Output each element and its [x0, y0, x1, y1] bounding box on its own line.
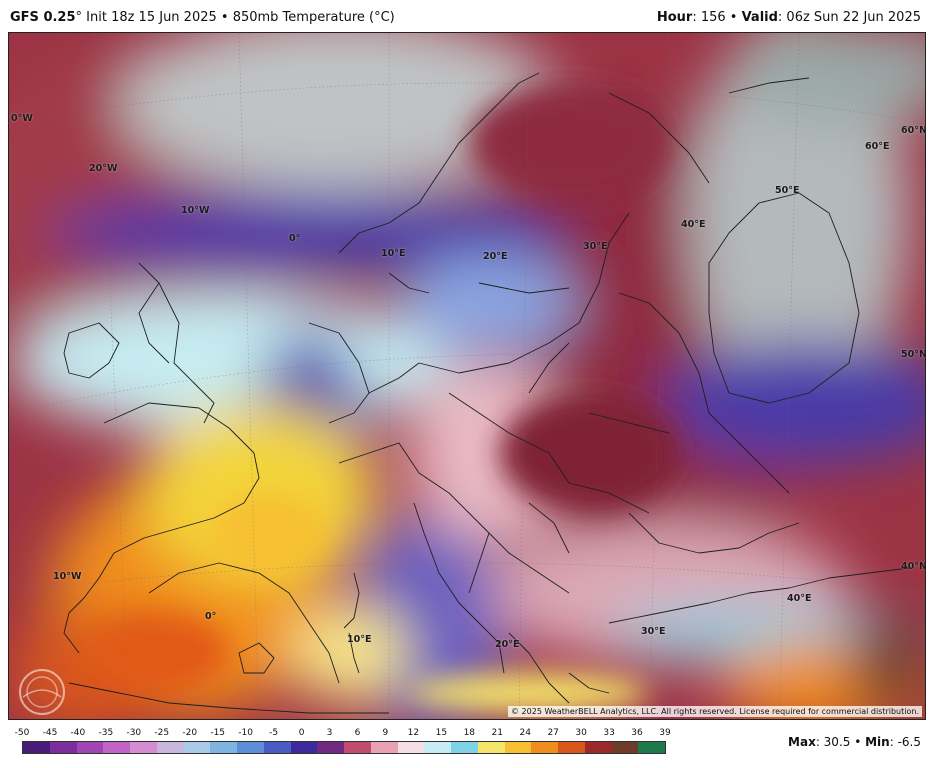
colorbar-tick-label: 12 — [407, 728, 420, 738]
colorbar-tick-label: 6 — [354, 728, 361, 738]
colorbar-ticks: -50 -45 -40 -35 -30 -25 -20 -15 -10 -5 0 3 6 9 12 15 18 2… — [15, 728, 671, 740]
colorbar-segment — [103, 742, 130, 753]
colorbar-segment — [76, 742, 104, 753]
colorbar-segment — [23, 742, 50, 753]
colorbar-tick-label: -30 — [126, 728, 142, 738]
colorbar-tick-label: 33 — [603, 728, 615, 738]
max-value: : 30.5 • — [815, 735, 866, 749]
weatherbell-logo-icon — [19, 669, 65, 715]
colorbar-segment — [424, 742, 451, 753]
gridline-label: 60°E — [865, 141, 890, 152]
max-min-stats: Max: 30.5 • Min: -6.5 — [788, 735, 921, 749]
colorbar-tick-label: -25 — [154, 728, 170, 738]
colorbar-segment — [611, 742, 639, 753]
gridline-label: 20°W — [89, 163, 118, 174]
gridline-label: 60°N — [901, 125, 926, 136]
map-graphic — [9, 33, 925, 719]
gridline-label: 10°W — [53, 571, 82, 582]
valid-value: : 06z Sun 22 Jun 2025 — [777, 10, 921, 25]
colorbar-scale — [22, 741, 666, 754]
colorbar-segment — [130, 742, 157, 753]
gridline-label: 30°E — [583, 241, 608, 252]
colorbar-segment — [317, 742, 344, 753]
colorbar-tick-label: 27 — [547, 728, 559, 738]
min-label: Min — [865, 735, 890, 749]
copyright-notice: © 2025 WeatherBELL Analytics, LLC. All r… — [508, 706, 922, 717]
gridline-label: 10°E — [381, 248, 406, 259]
colorbar-tick-label: -50 — [14, 728, 30, 738]
colorbar-segment — [638, 742, 665, 753]
colorbar-segment — [531, 742, 558, 753]
colorbar-tick-label: -5 — [269, 728, 279, 738]
colorbar-segment — [504, 742, 532, 753]
colorbar-tick-label: -35 — [98, 728, 114, 738]
colorbar-segment — [183, 742, 211, 753]
min-value: : -6.5 — [889, 735, 921, 749]
hour-label: Hour — [656, 10, 693, 25]
colorbar-segment — [263, 742, 291, 753]
colorbar-tick-label: 21 — [491, 728, 503, 738]
valid-label: Valid — [741, 10, 778, 25]
temperature-colorbar: -50 -45 -40 -35 -30 -25 -20 -15 -10 -5 0 3 6 9 12 15 18 2… — [15, 728, 671, 758]
colorbar-segment — [477, 742, 505, 753]
gridline-label: 50°N — [901, 349, 926, 360]
colorbar-tick-label: 18 — [463, 728, 476, 738]
colorbar-segment — [344, 742, 371, 753]
gridline-label: 0° — [205, 611, 217, 622]
gridline-label: 20°E — [483, 251, 508, 262]
init-and-field: Init 18z 15 Jun 2025 • 850mb Temperature… — [82, 10, 395, 25]
colorbar-tick-label: -15 — [210, 728, 226, 738]
colorbar-tick-label: 0 — [298, 728, 305, 738]
colorbar-segment — [237, 742, 264, 753]
temperature-map[interactable]: 0°W 20°W 10°W 0° 10°E 20°E 30°E 40°E 50°… — [8, 32, 926, 720]
colorbar-segment — [584, 742, 612, 753]
valid-time: Hour: 156 • Valid: 06z Sun 22 Jun 2025 — [657, 10, 921, 25]
max-label: Max — [788, 735, 816, 749]
gridline-label: 10°E — [347, 634, 372, 645]
gridline-label: 0° — [289, 233, 301, 244]
gridline-label: 30°E — [641, 626, 666, 637]
colorbar-tick-label: 9 — [382, 728, 389, 738]
gridline-label: 50°E — [775, 185, 800, 196]
gridline-label: 10°W — [181, 205, 210, 216]
colorbar-tick-label: 24 — [519, 728, 531, 738]
header: GFS 0.25° Init 18z 15 Jun 2025 • 850mb T… — [0, 0, 935, 32]
gridline-label: 40°E — [787, 593, 812, 604]
colorbar-segment — [451, 742, 478, 753]
colorbar-tick-label: 39 — [659, 728, 671, 738]
colorbar-tick-label: 30 — [575, 728, 587, 738]
colorbar-segment — [49, 742, 77, 753]
hour-value: : 156 • — [692, 10, 742, 25]
gridline-label: 0°W — [11, 113, 33, 124]
colorbar-segment — [156, 742, 184, 753]
colorbar-tick-label: -10 — [238, 728, 253, 738]
colorbar-tick-label: 36 — [631, 728, 643, 738]
colorbar-segment — [210, 742, 237, 753]
degree-sign: ° — [75, 10, 83, 25]
gridline-label: 40°N — [901, 561, 926, 572]
gridline-label: 20°E — [495, 639, 520, 650]
colorbar-tick-label: -20 — [182, 728, 198, 738]
colorbar-segment — [370, 742, 398, 753]
model-name: GFS 0.25 — [10, 10, 76, 25]
colorbar-tick-label: 3 — [326, 728, 333, 738]
colorbar-segment — [290, 742, 318, 753]
colorbar-segment — [397, 742, 425, 753]
gridline-label: 40°E — [681, 219, 706, 230]
map-title: GFS 0.25° Init 18z 15 Jun 2025 • 850mb T… — [10, 10, 395, 25]
colorbar-segment — [558, 742, 585, 753]
colorbar-tick-label: -45 — [42, 728, 58, 738]
colorbar-tick-label: 15 — [435, 728, 448, 738]
colorbar-tick-label: -40 — [70, 728, 86, 738]
